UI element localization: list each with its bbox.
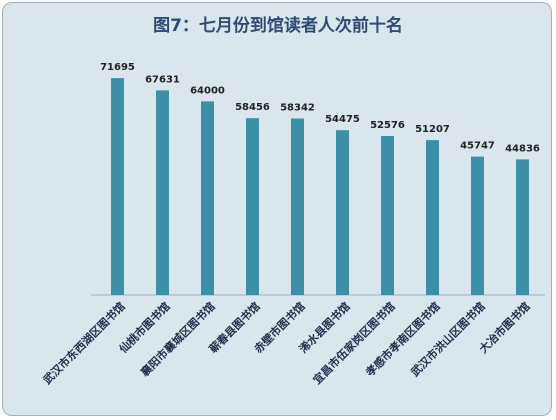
data-label-4: 58342 [280, 103, 315, 114]
bar-8 [471, 156, 484, 295]
bar-chart: 71695 67631 64000 58456 58342 54475 52576 51207… [40, 62, 545, 387]
bars-group [111, 78, 529, 296]
chart-frame: 图7：七月份到馆读者人次前十名 71695 67631 64000 58456 5834… [2, 2, 552, 416]
bar-1 [156, 90, 169, 296]
category-label-7: 孝感市孝南区图书馆 [362, 299, 443, 380]
category-label-2: 襄阳市襄城区图书馆 [137, 299, 218, 380]
category-label-6: 宜昌市伍家岗区图书馆 [310, 299, 398, 387]
data-label-1: 67631 [145, 74, 180, 85]
bar-2 [201, 101, 214, 296]
data-label-7: 51207 [415, 124, 450, 135]
category-label-0: 武汉市东西湖区图书馆 [40, 299, 128, 387]
bar-7 [426, 140, 439, 295]
bar-9 [516, 159, 529, 295]
data-label-5: 54475 [325, 114, 360, 125]
bar-5 [336, 130, 349, 295]
value-labels-group: 71695 67631 64000 58456 58342 54475 52576 51207… [100, 62, 540, 154]
data-label-2: 64000 [190, 85, 225, 96]
data-label-0: 71695 [100, 62, 135, 73]
data-label-8: 45747 [460, 141, 495, 152]
bar-4 [291, 118, 304, 295]
chart-title: 图7：七月份到馆读者人次前十名 [153, 16, 403, 36]
data-label-6: 52576 [370, 120, 405, 131]
data-label-9: 44836 [505, 143, 540, 154]
data-label-3: 58456 [235, 102, 270, 113]
bar-3 [246, 118, 259, 295]
category-label-8: 武汉市洪山区图书馆 [408, 299, 488, 379]
bar-0 [111, 78, 124, 295]
bar-6 [381, 136, 394, 295]
category-labels-group: 武汉市东西湖区图书馆仙桃市图书馆襄阳市襄城区图书馆蕲春县图书馆赤壁市图书馆浠水县… [40, 299, 533, 387]
